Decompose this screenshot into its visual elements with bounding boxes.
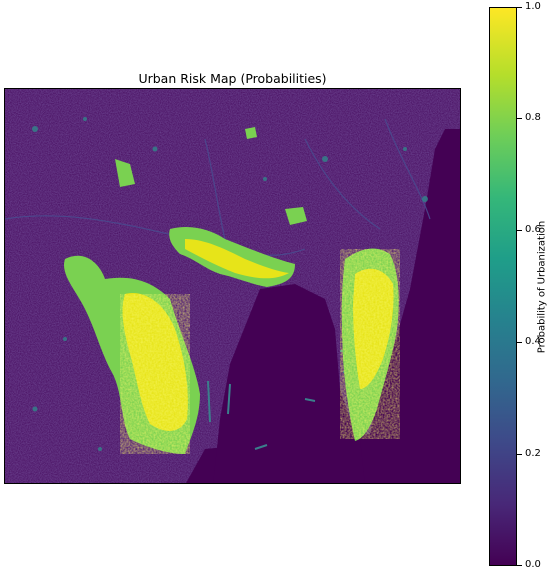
colorbar-tick: [517, 7, 522, 8]
colorbar-tick: [517, 118, 522, 119]
colorbar-tick-label: 0.2: [525, 448, 541, 459]
colorbar-tick-label: 0.0: [525, 559, 541, 570]
colorbar-tick: [517, 342, 522, 343]
colorbar-tick-label: 0.6: [525, 224, 541, 235]
urban-cluster-west: [64, 255, 200, 454]
colorbar-tick-label: 1.0: [525, 1, 541, 12]
colorbar: [489, 7, 517, 566]
colorbar-label: Probability of Urbanization: [536, 220, 548, 354]
bay-water: [213, 284, 365, 483]
urban-cluster-north: [115, 127, 307, 287]
colorbar-tick-label: 0.4: [525, 336, 541, 347]
urban-cluster-east: [340, 248, 400, 441]
probability-map-raster: [5, 89, 460, 483]
colorbar-tick: [517, 454, 522, 455]
colorbar-tick-label: 0.8: [525, 112, 541, 123]
colorbar-tick: [517, 565, 522, 566]
map-title: Urban Risk Map (Probabilities): [138, 71, 327, 86]
colorbar-tick: [517, 230, 522, 231]
probability-map: [4, 88, 461, 484]
